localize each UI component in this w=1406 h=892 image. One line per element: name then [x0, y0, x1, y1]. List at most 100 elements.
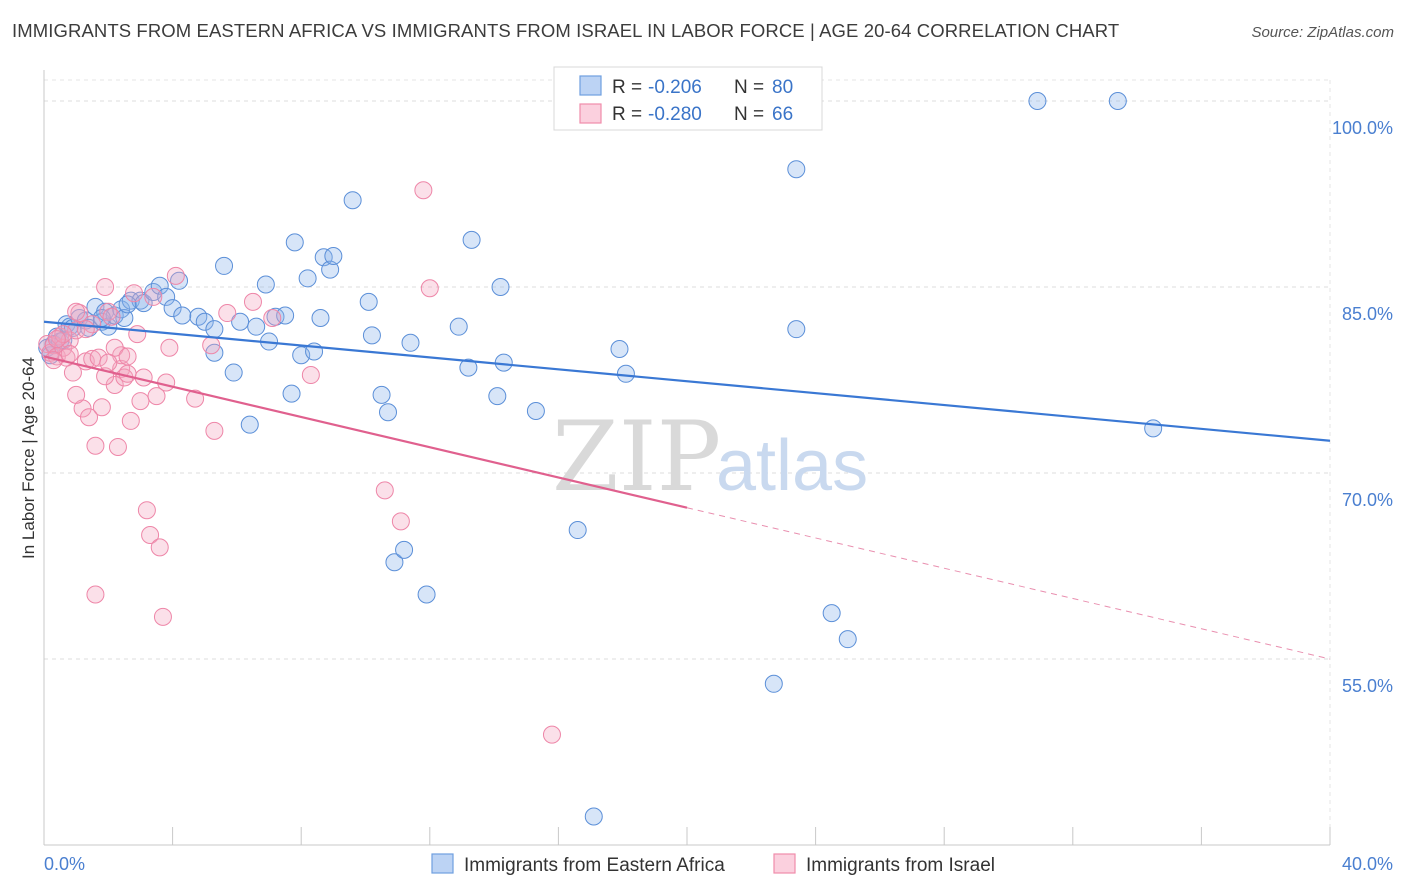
point-eastern-africa-22 [150, 276, 169, 295]
point-israel-38 [160, 338, 179, 357]
point-israel-22 [108, 437, 127, 456]
point-eastern-africa-27 [195, 312, 214, 331]
point-israel-17 [92, 398, 111, 417]
legend-n-label-1: N = [734, 77, 764, 98]
point-israel-39 [166, 266, 185, 285]
point-eastern-africa-49 [359, 292, 378, 311]
point-israel-28 [128, 325, 147, 344]
point-israel-63 [118, 347, 137, 366]
point-eastern-africa-66 [610, 340, 629, 358]
point-eastern-africa-63 [526, 402, 545, 420]
y-tick-label-1: 85.0% [1342, 304, 1393, 324]
point-eastern-africa-30 [215, 256, 234, 275]
point-eastern-africa-51 [372, 385, 391, 404]
watermark: ZIP atlas [552, 401, 868, 513]
y-tick-label-2: 70.0% [1342, 490, 1393, 510]
point-israel-46 [301, 366, 320, 385]
point-israel-32 [141, 526, 160, 544]
point-eastern-africa-25 [170, 271, 189, 290]
point-eastern-africa-28 [205, 320, 224, 339]
point-israel-35 [150, 538, 169, 557]
trend-line-israel-dashed [686, 507, 1331, 660]
point-israel-44 [243, 292, 262, 311]
data-points [38, 92, 1163, 826]
point-eastern-africa-32 [231, 312, 250, 331]
point-eastern-africa-58 [459, 358, 478, 377]
point-israel-59 [105, 338, 124, 357]
point-israel-62 [47, 330, 66, 349]
point-israel-55 [67, 302, 86, 321]
point-eastern-africa-78 [173, 306, 192, 325]
point-eastern-africa-34 [247, 317, 266, 336]
legend-swatch-eastern-africa [579, 75, 602, 96]
point-israel-20 [102, 307, 121, 326]
axes [43, 70, 1331, 846]
point-israel-36 [153, 607, 172, 626]
chart-title: IMMIGRANTS FROM EASTERN AFRICA VS IMMIGR… [12, 20, 1120, 41]
chart-source: Source: ZipAtlas.com [1251, 24, 1394, 41]
point-eastern-africa-75 [1144, 419, 1163, 438]
point-israel-53 [60, 344, 79, 363]
trend-lines [43, 320, 1331, 660]
point-eastern-africa-40 [285, 233, 304, 252]
series-legend-swatch-eastern-africa [431, 853, 454, 874]
point-eastern-africa-23 [157, 287, 176, 306]
point-eastern-africa-44 [311, 309, 330, 327]
legend-n-value-1: 80 [772, 77, 793, 98]
point-eastern-africa-52 [379, 403, 398, 422]
point-eastern-africa-70 [787, 320, 806, 339]
point-israel-42 [205, 421, 224, 440]
watermark-zip: ZIP [552, 401, 721, 513]
point-israel-16 [89, 348, 108, 367]
series-legend: Immigrants from Eastern Africa Immigrant… [431, 853, 995, 876]
point-eastern-africa-50 [362, 326, 381, 345]
legend-swatch-israel [579, 103, 602, 124]
y-tick-labels: 100.0% 85.0% 70.0% 55.0% [1332, 118, 1393, 696]
point-eastern-africa-53 [385, 553, 404, 572]
point-eastern-africa-24 [163, 299, 182, 318]
point-eastern-africa-59 [462, 230, 481, 249]
point-israel-43 [218, 304, 237, 323]
trend-line-eastern-africa [43, 320, 1331, 442]
point-israel-18 [96, 278, 115, 296]
trend-line-israel-solid [43, 355, 688, 509]
point-israel-61 [67, 385, 86, 404]
point-eastern-africa-17 [115, 309, 134, 327]
point-israel-50 [420, 279, 439, 298]
y-tick-label-3: 55.0% [1342, 676, 1393, 696]
watermark-atlas: atlas [716, 426, 868, 506]
point-eastern-africa-65 [584, 807, 603, 826]
point-eastern-africa-57 [449, 317, 468, 336]
point-eastern-africa-48 [343, 191, 362, 210]
point-eastern-africa-31 [224, 363, 243, 382]
point-israel-29 [131, 392, 150, 411]
point-israel-15 [86, 436, 105, 455]
point-israel-31 [137, 501, 156, 520]
series-legend-label-israel: Immigrants from Israel [806, 855, 995, 876]
legend-r-value-2: -0.280 [648, 104, 702, 125]
point-eastern-africa-35 [256, 275, 275, 294]
point-eastern-africa-56 [417, 585, 436, 604]
point-eastern-africa-60 [488, 387, 507, 406]
point-israel-65 [99, 353, 118, 372]
point-eastern-africa-46 [321, 260, 340, 279]
point-eastern-africa-72 [838, 630, 857, 649]
point-eastern-africa-33 [240, 415, 259, 434]
point-israel-33 [144, 287, 163, 306]
point-israel-37 [157, 373, 176, 392]
point-eastern-africa-54 [395, 540, 414, 559]
stats-legend: R = -0.206 N = 80 R = -0.280 N = 66 [553, 66, 823, 131]
legend-r-label-2: R = [612, 104, 642, 125]
point-israel-47 [375, 481, 394, 500]
point-israel-48 [391, 512, 410, 531]
point-israel-27 [125, 284, 144, 303]
x-tick-label-0: 0.0% [44, 854, 85, 874]
point-israel-4 [51, 327, 70, 346]
point-eastern-africa-64 [568, 521, 587, 540]
point-israel-41 [202, 336, 221, 355]
point-israel-19 [99, 302, 118, 321]
point-israel-52 [86, 585, 105, 604]
legend-n-value-2: 66 [772, 104, 793, 125]
y-tick-label-0: 100.0% [1332, 118, 1393, 138]
point-eastern-africa-74 [1108, 92, 1127, 110]
